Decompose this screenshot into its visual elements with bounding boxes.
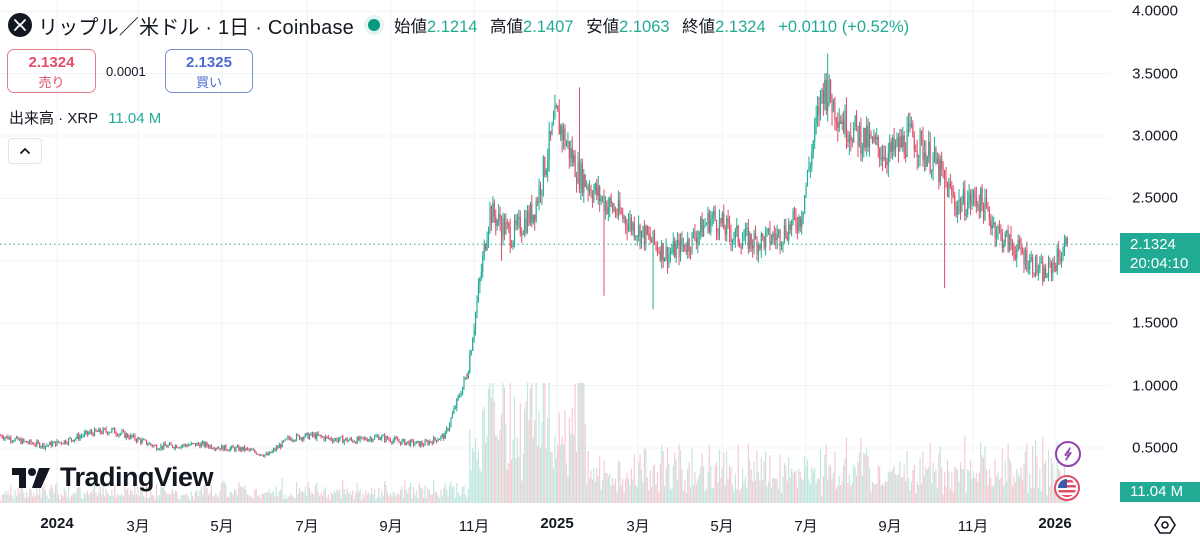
tradingview-logo-icon: [12, 467, 50, 488]
time-axis-label: 2024: [40, 515, 74, 532]
tradingview-wordmark: TradingView: [60, 462, 214, 492]
chevron-up-icon: [19, 147, 31, 155]
spread-value: 0.0001: [106, 64, 146, 79]
close-label: 終値: [682, 18, 716, 36]
last-price-tag: 2.1324 20:04:10: [1120, 233, 1200, 273]
buy-price: 2.1325: [186, 54, 232, 71]
lightning-event-icon[interactable]: [1055, 441, 1081, 467]
time-axis-label: 7月: [295, 518, 319, 535]
open-value: 2.1214: [426, 18, 478, 36]
market-open-status-icon: [367, 19, 380, 31]
price-axis-label: 3.0000: [1132, 127, 1178, 145]
settings-button[interactable]: [1154, 514, 1176, 536]
time-axis-label: 3月: [126, 518, 150, 535]
time-axis-label: 3月: [626, 518, 650, 535]
volume-legend: 出来高 · XRP 11.04 M: [9, 107, 161, 128]
low-label: 安値: [586, 18, 620, 36]
price-axis-label: 0.5000: [1132, 439, 1178, 457]
time-axis-label: 2025: [540, 515, 574, 532]
settings-hexagon-icon: [1154, 516, 1176, 534]
xrp-logo-icon: [8, 13, 32, 37]
collapse-legend-button[interactable]: [8, 138, 42, 164]
price-axis-label: 2.5000: [1132, 189, 1178, 207]
volume-value: 11.04 M: [108, 110, 162, 127]
time-axis-label: 2026: [1038, 515, 1072, 532]
time-axis-label: 11月: [458, 518, 490, 535]
low-value: 2.1063: [619, 18, 670, 36]
time-axis-label: 9月: [379, 518, 403, 535]
tradingview-logo[interactable]: TradingView: [12, 462, 214, 493]
price-axis-label: 4.0000: [1132, 2, 1178, 20]
change-value: +0.0110 (+0.52%): [778, 18, 910, 36]
volume-tag: 11.04 M: [1120, 482, 1200, 502]
time-axis-label: 11月: [957, 518, 989, 535]
us-flag-event-icon[interactable]: [1054, 475, 1080, 501]
buy-button[interactable]: 2.1325 買い: [165, 49, 253, 93]
high-value: 2.1407: [523, 18, 574, 36]
price-axis-label: 1.0000: [1132, 377, 1178, 395]
time-axis-label: 9月: [878, 518, 902, 535]
buy-label: 買い: [195, 75, 222, 90]
price-axis-label: 3.5000: [1132, 65, 1178, 83]
symbol-title[interactable]: リップル／米ドル · 1日 · Coinbase: [38, 16, 354, 39]
price-axis-label: 1.5000: [1132, 314, 1178, 332]
sell-label: 売り: [38, 75, 65, 90]
symbol-legend: リップル／米ドル · 1日 · Coinbase 始値2.1214 高値2.14…: [8, 10, 909, 40]
close-value: 2.1324: [715, 18, 766, 36]
sell-price: 2.1324: [28, 54, 75, 71]
high-label: 高値: [490, 18, 524, 36]
sell-button[interactable]: 2.1324 売り: [7, 49, 96, 93]
ohlc-values: 始値2.1214 高値2.1407 安値2.1063 終値2.1324 +0.0…: [394, 13, 909, 37]
open-label: 始値: [393, 18, 427, 36]
bar-countdown: 20:04:10: [1130, 255, 1189, 272]
volume-label: 出来高 · XRP: [9, 110, 99, 127]
last-price: 2.1324: [1130, 236, 1176, 253]
time-axis-label: 5月: [710, 518, 734, 535]
time-axis-label: 7月: [794, 518, 818, 535]
time-axis-label: 5月: [210, 518, 234, 535]
